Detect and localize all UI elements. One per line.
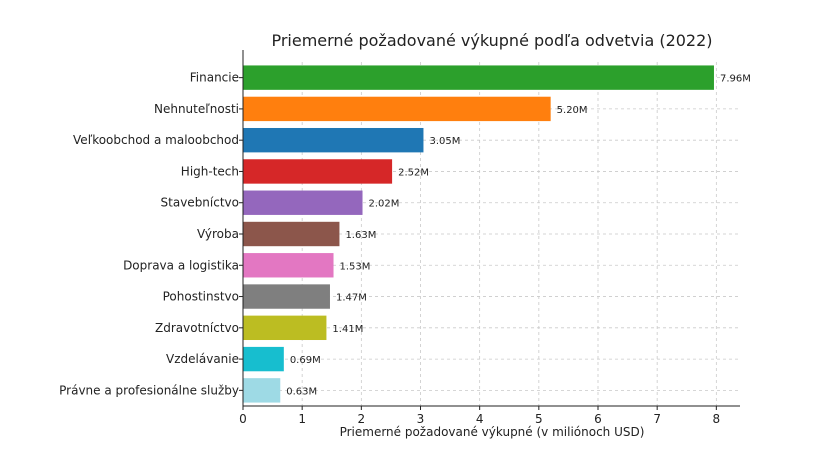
x-tick-label: 3	[417, 412, 425, 426]
value-label: 1.41M	[332, 324, 363, 335]
category-label: Financie	[190, 71, 239, 85]
bar	[243, 378, 281, 403]
value-label: 0.69M	[290, 355, 321, 366]
x-axis-label: Priemerné požadované výkupné (v miliónoc…	[340, 425, 645, 439]
value-label: 2.52M	[398, 167, 429, 178]
category-label: Stavebníctvo	[161, 196, 239, 210]
category-label: Vzdelávanie	[166, 352, 239, 366]
bar	[243, 253, 334, 278]
category-label: Doprava a logistika	[123, 258, 239, 272]
value-label: 3.05M	[429, 136, 460, 147]
bar	[243, 190, 363, 215]
category-label: Veľkoobchod a maloobchod	[73, 133, 239, 147]
chart-title: Priemerné požadované výkupné podľa odvet…	[271, 31, 712, 50]
x-tick-label: 1	[298, 412, 306, 426]
value-label: 1.47M	[336, 293, 367, 304]
x-tick-label: 6	[594, 412, 602, 426]
value-label: 7.96M	[720, 74, 751, 85]
x-tick-label: 4	[476, 412, 484, 426]
grid-layer	[242, 62, 740, 406]
bar	[243, 315, 327, 341]
value-label: 2.02M	[369, 199, 400, 210]
category-label: Výroba	[197, 227, 239, 241]
category-label: Zdravotníctvo	[155, 321, 239, 335]
category-label: High-tech	[181, 164, 239, 178]
value-label: 1.63M	[345, 230, 376, 241]
bar	[243, 159, 393, 184]
x-tick-label: 2	[358, 412, 366, 426]
value-label: 1.53M	[340, 261, 371, 272]
bar	[243, 65, 714, 90]
x-tick-label: 5	[535, 412, 543, 426]
value-label: 5.20M	[557, 105, 588, 116]
bar	[243, 284, 330, 309]
value-label: 0.63M	[286, 386, 317, 397]
category-label: Pohostinstvo	[163, 290, 239, 304]
category-label: Právne a profesionálne služby	[59, 383, 239, 397]
x-tick-label: 0	[239, 412, 247, 426]
bar	[243, 221, 340, 247]
axis-layer: 0 1 2 3 4 5 6 7 8 Financie Nehnuteľnosti Veľkoobcho…	[59, 50, 740, 426]
bar	[243, 346, 284, 372]
x-tick-label: 7	[653, 412, 661, 426]
category-label: Nehnuteľnosti	[154, 102, 239, 116]
bar-layer: 7.96M 5.20M 3.05M 2.52M 2.02M 1.63M 1.53M 1.47M…	[243, 65, 751, 403]
bar	[243, 127, 424, 153]
x-tick-label: 8	[713, 412, 721, 426]
bar	[243, 96, 551, 122]
